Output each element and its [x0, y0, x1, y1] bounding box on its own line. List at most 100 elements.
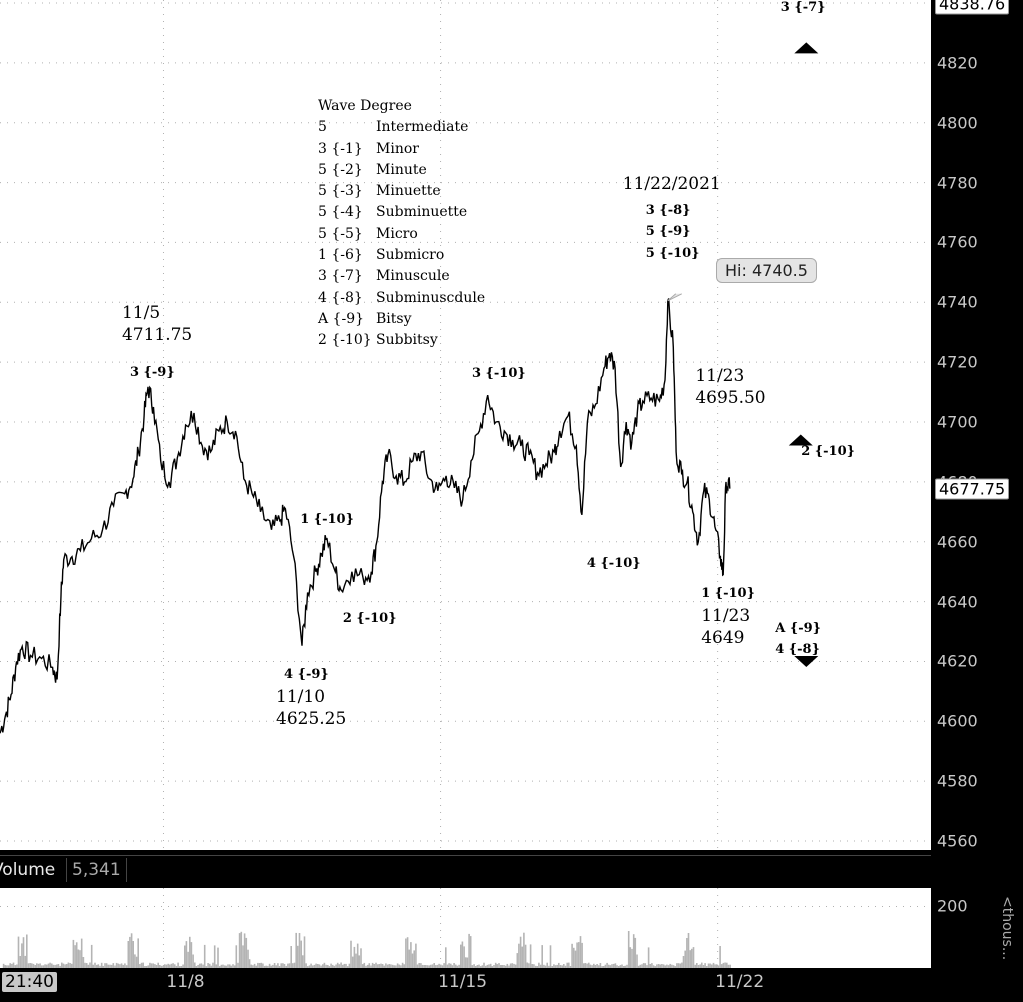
legend-code: 5	[318, 119, 327, 136]
volume-chart-panel[interactable]	[0, 888, 931, 968]
volume-bar	[702, 965, 705, 968]
legend-degree-name: Minuscule	[376, 268, 450, 285]
volume-bar	[516, 953, 519, 968]
volume-bar	[9, 963, 11, 968]
volume-bar	[36, 963, 38, 968]
volume-bar	[368, 963, 371, 968]
time-axis[interactable]: 11/8 11/15 11/22	[0, 968, 1023, 1002]
volume-bar	[519, 936, 522, 968]
volume-bar	[676, 963, 678, 968]
volume-bar	[220, 964, 223, 968]
volume-bar	[200, 963, 203, 968]
volume-bar	[288, 963, 291, 968]
volume-bar	[428, 965, 430, 968]
volume-bar	[722, 962, 725, 968]
volume-bar	[647, 947, 650, 968]
volume-bar	[396, 963, 399, 968]
volume-bar	[2, 963, 5, 968]
volume-bar	[77, 949, 80, 968]
wave-annotation-line: 2 {-10}	[342, 610, 397, 626]
volume-bar	[624, 965, 627, 968]
wave-annotation-line: 4 {-9}	[284, 666, 329, 682]
volume-bar	[450, 963, 452, 968]
volume-bar	[346, 966, 349, 968]
volume-bar	[243, 933, 246, 968]
volume-bar	[682, 956, 685, 968]
volume-bar	[692, 947, 695, 968]
volume-bar	[265, 965, 267, 968]
volume-bar	[149, 962, 151, 968]
volume-bar	[90, 944, 93, 968]
volume-bar	[345, 963, 347, 968]
volume-bar	[114, 965, 116, 968]
volume-bar	[248, 959, 251, 968]
volume-bar	[534, 965, 537, 968]
volume-bar	[365, 965, 367, 968]
legend-degree-name: Intermediate	[376, 119, 469, 136]
legend-degree-name: Minute	[376, 161, 427, 178]
volume-bar	[589, 964, 592, 968]
volume-bar	[446, 964, 449, 968]
volume-bar	[719, 946, 721, 968]
volume-bar	[205, 966, 208, 968]
volume-bar	[687, 933, 690, 968]
volume-bar	[167, 963, 169, 968]
volume-bar	[413, 950, 415, 968]
volume-bar	[150, 963, 153, 968]
volume-bar	[287, 963, 289, 968]
volume-bar	[380, 963, 382, 968]
volume-bar	[298, 933, 301, 968]
price-chart-panel[interactable]: Wave Degree 5 Intermediate 3 {-1} Minor 5 {-…	[0, 0, 931, 850]
volume-bar	[245, 937, 248, 968]
price-tick-label-1: 4580	[937, 771, 978, 791]
volume-bar	[679, 963, 681, 968]
wave-annotation-12: 11/23 4649	[701, 605, 750, 649]
price-axis[interactable]: 4560458046004620464046604680470047204740…	[931, 0, 1023, 851]
volume-bar	[712, 962, 715, 968]
volume-bar	[7, 965, 10, 968]
volume-bar	[659, 964, 662, 968]
volume-bar	[119, 964, 121, 968]
volume-bar	[440, 964, 442, 968]
wave-annotation-line: 3 {-8}	[645, 202, 691, 218]
volume-bar	[386, 964, 389, 968]
volume-bar	[75, 942, 78, 968]
volume-bar	[634, 937, 637, 968]
price-tick-label-7: 4700	[937, 412, 978, 432]
volume-bar	[524, 944, 527, 968]
time-tick-label-1: 11/15	[438, 972, 488, 992]
volume-bar	[312, 965, 314, 968]
volume-bar	[445, 947, 447, 968]
volume-bar	[213, 945, 216, 968]
wave-arrow-down-2	[794, 655, 819, 667]
volume-bar	[328, 966, 331, 968]
volume-bar	[657, 964, 660, 968]
volume-bar	[331, 964, 334, 968]
volume-bar	[686, 938, 688, 968]
volume-bar	[147, 965, 149, 968]
volume-bar	[576, 942, 578, 968]
volume-axis[interactable]: <thous... 200 0	[931, 888, 1023, 968]
volume-bar	[11, 963, 13, 968]
volume-bar	[170, 963, 173, 968]
volume-bar	[210, 965, 213, 968]
volume-bar	[451, 965, 454, 968]
volume-bar	[711, 964, 713, 968]
time-tick-label-2: 11/22	[715, 972, 765, 992]
volume-bar	[579, 936, 582, 968]
volume-bar	[601, 966, 603, 968]
price-tick-label-5: 4660	[937, 532, 978, 552]
volume-bar	[238, 933, 241, 968]
hi-callout-pointer	[667, 293, 682, 302]
volume-bar	[258, 963, 261, 968]
volume-bar	[488, 964, 490, 968]
volume-bar	[569, 966, 572, 968]
volume-bar	[41, 965, 43, 968]
volume-bar	[99, 965, 101, 968]
volume-bar	[112, 963, 115, 968]
volume-bar	[69, 963, 71, 968]
volume-tick-label-1: 0	[937, 965, 947, 969]
volume-bar	[463, 946, 465, 968]
volume-bar	[325, 964, 327, 968]
wave-annotation-15: A {-9} 4 {-8}	[775, 618, 821, 661]
